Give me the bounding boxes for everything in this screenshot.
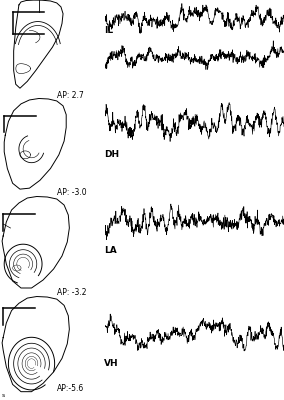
Text: AP:-5.6: AP:-5.6 xyxy=(57,384,84,393)
Text: IL: IL xyxy=(104,26,113,35)
Text: LA: LA xyxy=(104,246,116,255)
Text: DH: DH xyxy=(104,150,119,159)
Text: AP: -3.0: AP: -3.0 xyxy=(57,188,86,197)
Text: AP: -3.2: AP: -3.2 xyxy=(57,288,86,297)
Text: AP: 2.7: AP: 2.7 xyxy=(57,91,83,100)
Text: VH: VH xyxy=(104,359,118,368)
Text: s: s xyxy=(2,393,5,398)
